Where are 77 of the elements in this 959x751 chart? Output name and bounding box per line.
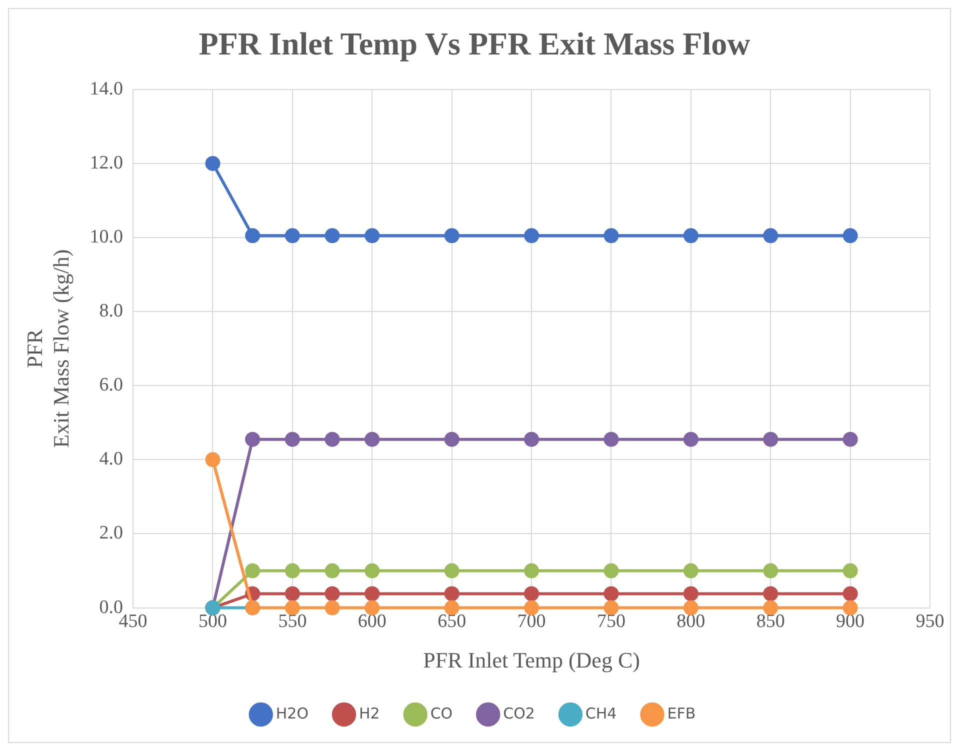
y-tick-label: 4.0 (99, 448, 124, 470)
legend-label: CH4 (585, 704, 617, 722)
point (604, 563, 619, 578)
point (763, 586, 778, 602)
point (245, 228, 260, 244)
point (524, 563, 540, 578)
point (842, 432, 858, 447)
point (763, 600, 778, 616)
point (364, 563, 380, 578)
x-tick-label: 700 (517, 611, 546, 632)
point (324, 432, 340, 447)
legend-label: CO2 (503, 704, 535, 722)
point (364, 228, 380, 244)
point (245, 563, 260, 578)
point (604, 228, 619, 244)
point (444, 228, 460, 244)
x-tick-label: 900 (836, 611, 865, 632)
point (842, 228, 858, 244)
x-tick-label: 750 (596, 611, 626, 632)
point (524, 600, 540, 616)
point (205, 452, 220, 468)
x-tick-label: 500 (198, 611, 227, 632)
point (683, 563, 698, 578)
point (284, 228, 300, 244)
point (842, 563, 858, 578)
point (524, 432, 540, 447)
legend-label: EFB (667, 704, 696, 722)
y-tick-label: 0.0 (99, 596, 124, 618)
legend-label: H2O (276, 704, 309, 722)
point (683, 600, 698, 616)
x-tick-label: 550 (278, 611, 307, 632)
y-tick-label: 10.0 (90, 226, 124, 248)
point (683, 228, 698, 244)
y-tick-label: 12.0 (90, 152, 124, 174)
point (444, 600, 460, 616)
point (604, 432, 619, 447)
point (205, 156, 220, 171)
y-tick-label: 14.0 (90, 78, 124, 100)
chart-title: PFR Inlet Temp Vs PFR Exit Mass Flow (198, 25, 750, 62)
point (324, 586, 340, 602)
point (604, 586, 619, 602)
point (284, 432, 300, 447)
x-tick-label: 650 (438, 611, 466, 632)
point (524, 586, 540, 602)
y-axis-title: PFR Exit Mass Flow (kg/h) (22, 249, 74, 448)
point (842, 586, 858, 602)
point (364, 586, 380, 602)
point (842, 600, 858, 616)
point (364, 600, 380, 616)
point (604, 600, 619, 616)
point (364, 432, 380, 447)
x-tick-label: 850 (756, 611, 785, 632)
y-tick-label: 6.0 (99, 374, 124, 396)
legend-label: H2 (359, 704, 380, 722)
x-axis-title: PFR Inlet Temp (Deg C) (423, 648, 640, 673)
point (444, 432, 460, 447)
point (524, 228, 540, 244)
point (683, 586, 698, 602)
point (284, 600, 300, 616)
legend-label: CO (430, 704, 453, 722)
point (763, 432, 778, 447)
point (763, 563, 778, 578)
point (324, 563, 340, 578)
x-tick-label: 800 (676, 611, 706, 632)
point (284, 563, 300, 578)
x-tick-label: 950 (916, 611, 944, 632)
point (284, 586, 300, 602)
point (763, 228, 778, 244)
point (683, 432, 698, 447)
y-tick-label: 2.0 (99, 522, 124, 544)
point (245, 432, 260, 447)
y-tick-label: 8.0 (99, 300, 124, 322)
point (444, 586, 460, 602)
x-tick-label: 600 (358, 611, 386, 632)
point (324, 600, 340, 616)
point (324, 228, 340, 244)
point (444, 563, 460, 578)
